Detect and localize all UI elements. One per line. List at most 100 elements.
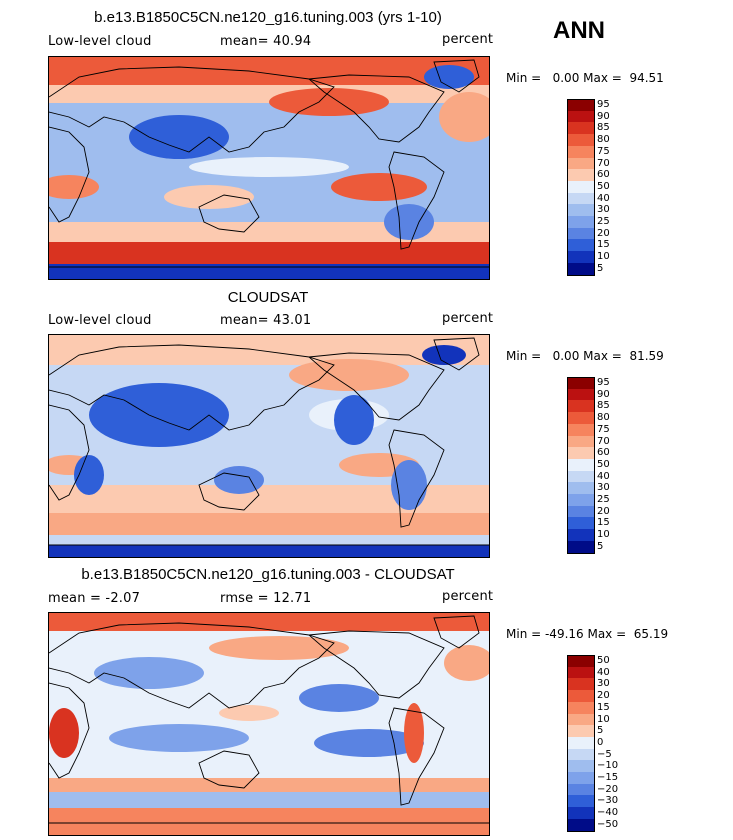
- field-shape: [49, 335, 489, 365]
- panel-3-mean-label: mean = -2.07: [48, 591, 141, 606]
- field-shape: [331, 173, 427, 201]
- colorbar-tick-label: 70: [597, 435, 610, 447]
- colorbar-swatch: [567, 666, 595, 679]
- colorbar-tick-label: 15: [597, 517, 610, 529]
- coastline: [49, 126, 90, 223]
- colorbar-swatch: [567, 388, 595, 401]
- season-label: ANN: [553, 17, 605, 44]
- colorbar-swatch: [567, 690, 595, 703]
- colorbar-tick-label: 85: [597, 400, 610, 412]
- colorbar-swatch: [567, 701, 595, 714]
- colorbar-tick-label: 15: [597, 701, 610, 713]
- field-shape: [209, 636, 349, 660]
- colorbar-swatch: [567, 251, 595, 264]
- coastline: [307, 352, 445, 421]
- field-shape: [49, 778, 489, 792]
- colorbar-swatch: [567, 783, 595, 796]
- colorbar-tick-label: −30: [597, 795, 619, 807]
- field-shape: [49, 708, 79, 758]
- field-shape: [269, 88, 389, 116]
- panel-3-map: [48, 612, 490, 836]
- colorbar-tick-label: 0: [597, 736, 604, 748]
- panel-1-variable-label: Low-level cloud: [48, 34, 152, 49]
- colorbar-tick-label: 60: [597, 447, 610, 459]
- colorbar-tick-label: 40: [597, 192, 610, 204]
- colorbar-swatch: [567, 772, 595, 785]
- colorbar-tick-label: 80: [597, 134, 610, 146]
- colorbar-tick-label: −20: [597, 783, 619, 795]
- field-shape: [74, 455, 104, 495]
- panel-1-title: b.e13.B1850C5CN.ne120_g16.tuning.003 (yr…: [94, 9, 442, 26]
- colorbar-swatch: [567, 748, 595, 761]
- field-shape: [94, 657, 204, 689]
- colorbar-tick-label: 90: [597, 388, 610, 400]
- panel-2-map-svg: [49, 335, 489, 557]
- colorbar-tick-label: −5: [597, 748, 612, 760]
- colorbar-swatch: [567, 412, 595, 425]
- field-shape: [444, 645, 489, 681]
- field-shape: [49, 85, 489, 103]
- colorbar-tick-label: −15: [597, 772, 619, 783]
- field-shape: [49, 613, 489, 631]
- colorbar-swatch: [567, 678, 595, 691]
- panel-2-variable-label: Low-level cloud: [48, 313, 152, 328]
- coastline: [307, 630, 445, 699]
- colorbar-tick-label: 70: [597, 157, 610, 169]
- colorbar-swatch: [567, 494, 595, 507]
- field-shape: [89, 383, 229, 447]
- colorbar-swatch: [567, 470, 595, 483]
- field-shape: [49, 242, 489, 264]
- field-shape: [424, 65, 474, 89]
- colorbar-swatch: [567, 795, 595, 808]
- panel-1-units-label: percent: [442, 32, 494, 47]
- field-shape: [391, 460, 427, 510]
- panel-2-title: CLOUDSAT: [227, 289, 309, 306]
- coastline: [49, 66, 335, 153]
- panel-2-mean-label: mean= 43.01: [220, 313, 312, 328]
- coastline: [198, 472, 260, 511]
- colorbar-swatch: [567, 517, 595, 530]
- panel-1-mean-label: mean= 40.94: [220, 34, 312, 49]
- colorbar-tick-label: 25: [597, 494, 610, 505]
- colorbar-tick-label: 10: [597, 529, 610, 541]
- colorbar-swatch: [567, 400, 595, 413]
- colorbar-tick-label: 85: [597, 122, 610, 134]
- colorbar-swatch: [567, 818, 595, 832]
- field-shape: [49, 535, 489, 545]
- field-shape: [49, 264, 489, 279]
- colorbar-tick-label: 90: [597, 110, 610, 122]
- panel-3-minmax: Min = -49.16 Max = 65.19: [506, 627, 669, 641]
- coastline: [388, 707, 445, 806]
- field-shape: [422, 345, 466, 365]
- coastline: [198, 750, 260, 789]
- colorbar-swatch: [567, 505, 595, 518]
- colorbar-tick-label: 40: [597, 470, 610, 482]
- field-shape: [404, 703, 424, 763]
- field-shape: [299, 684, 379, 712]
- colorbar-tick-label: −50: [597, 818, 619, 830]
- colorbar-tick-label: 20: [597, 505, 610, 517]
- colorbar-tick-label: 30: [597, 204, 610, 216]
- coastline: [49, 344, 335, 431]
- colorbar-swatch: [567, 157, 595, 170]
- colorbar-tick-label: 95: [597, 99, 610, 110]
- colorbar-tick-label: 75: [597, 423, 610, 435]
- coastline: [307, 74, 445, 143]
- colorbar-swatch: [567, 180, 595, 194]
- field-shape: [439, 92, 489, 142]
- panel-2-minmax: Min = 0.00 Max = 81.59: [506, 349, 664, 363]
- colorbar-tick-label: 20: [597, 227, 610, 239]
- field-shape: [49, 513, 489, 535]
- field-shape: [384, 204, 434, 240]
- colorbar-swatch: [567, 482, 595, 495]
- field-shape: [49, 545, 489, 557]
- colorbar-swatch: [567, 458, 595, 472]
- colorbar-tick-label: 25: [597, 216, 610, 227]
- coastline: [388, 151, 445, 250]
- colorbar-swatch: [567, 122, 595, 135]
- colorbar-swatch: [567, 377, 595, 391]
- field-shape: [164, 185, 254, 209]
- colorbar-swatch: [567, 447, 595, 460]
- colorbar-swatch: [567, 435, 595, 448]
- colorbar-tick-label: −40: [597, 807, 619, 819]
